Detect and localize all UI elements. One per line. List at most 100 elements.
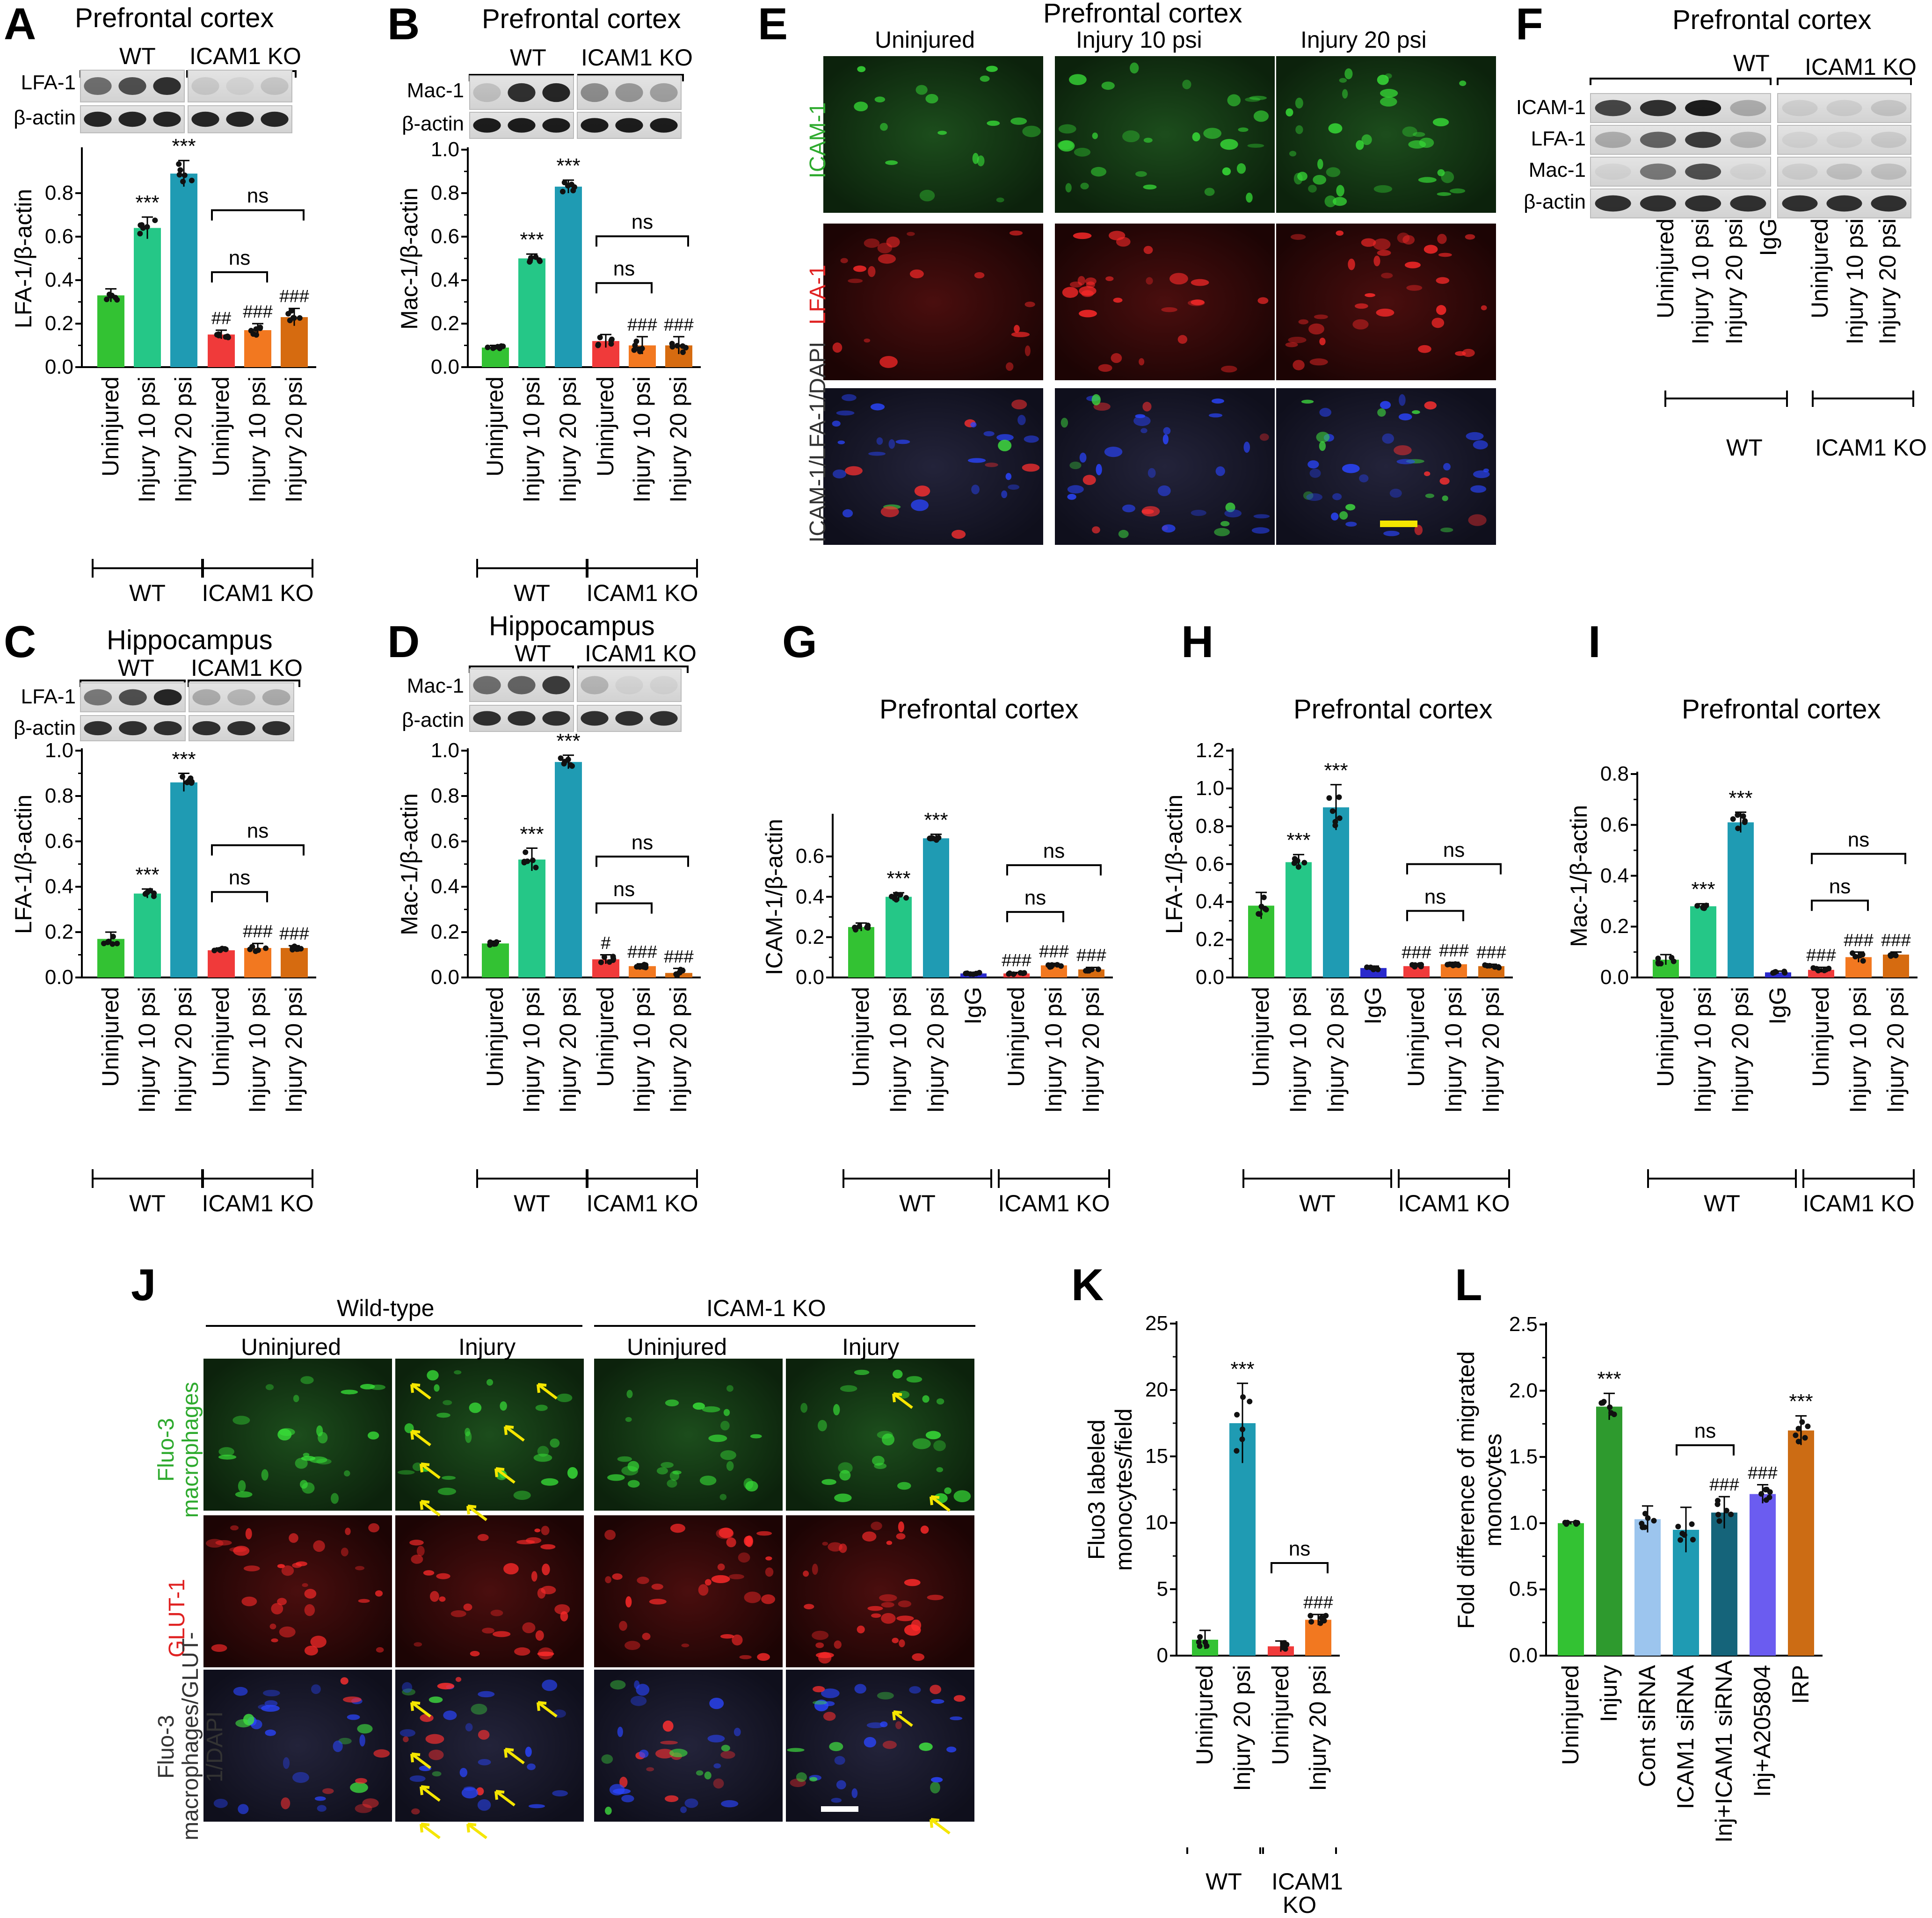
panel-f-mac1-ko-strip bbox=[1777, 157, 1911, 187]
panel-j-r2-c2-signal bbox=[503, 1563, 519, 1575]
panel-j-r2-c2-signal bbox=[416, 1546, 425, 1556]
panel-e-r1-c1-signal bbox=[977, 155, 985, 166]
panel-j-r3-c3-signal bbox=[684, 1798, 698, 1808]
chart-c-data-point bbox=[105, 939, 111, 945]
chart-g-ns-bracket bbox=[1006, 864, 1102, 876]
panel-j-arrow bbox=[410, 1430, 431, 1447]
panel-j-r3-c1-signal bbox=[322, 1788, 334, 1794]
panel-j-r3-c3-signal bbox=[664, 1795, 679, 1802]
chart-k-ns-bracket bbox=[1271, 1562, 1329, 1573]
panel-f-bracket-ko bbox=[1777, 78, 1912, 85]
chart-i-data-point bbox=[1655, 955, 1661, 962]
chart-k-data-point bbox=[1281, 1640, 1287, 1646]
panel-e-r1-c3-signal bbox=[1344, 68, 1353, 80]
panel-c-lfa1-ko-band bbox=[192, 689, 221, 706]
panel-e-r2-c1-signal bbox=[1009, 230, 1023, 236]
panel-j-r3-c3-signal bbox=[734, 1728, 741, 1737]
panel-j-r1-c3-signal bbox=[750, 1434, 762, 1439]
panel-e-r1-c3-signal bbox=[1313, 174, 1326, 185]
panel-j-r2-c4-signal bbox=[815, 1642, 824, 1648]
panel-d-mac1-wt-band bbox=[542, 676, 570, 695]
panel-e-r2-c2-signal bbox=[1081, 290, 1094, 297]
figure-canvas bbox=[75, 56, 1917, 1854]
panel-j-r2-c1-signal bbox=[230, 1525, 239, 1531]
panel-j-r3-c1-signal bbox=[314, 1796, 326, 1801]
panel-e-r3-c3-signal bbox=[1301, 399, 1314, 404]
panel-c-actin-ko-band bbox=[262, 721, 291, 736]
chart-b-bar bbox=[482, 347, 509, 367]
panel-e-r3-c3-signal bbox=[1470, 485, 1487, 493]
panel-j-r3-c2-signal bbox=[432, 1771, 442, 1777]
panel-j-r2-c3-signal bbox=[719, 1527, 734, 1538]
chart-i-ns-bracket bbox=[1811, 853, 1906, 864]
panel-e-r2-c2-signal bbox=[1146, 277, 1153, 285]
panel-b-actin-wt-band bbox=[542, 118, 570, 133]
chart-h-data-point bbox=[1291, 860, 1297, 866]
chart-c-data-point bbox=[263, 945, 269, 951]
panel-j-r2-c3-signal bbox=[605, 1576, 611, 1584]
panel-j-r2-c4-signal bbox=[857, 1625, 865, 1634]
panel-f-actin-wt-band bbox=[1730, 195, 1766, 212]
panel-e-r3-c2-signal bbox=[1079, 452, 1087, 463]
panel-f-lfa1-wt-strip bbox=[1590, 125, 1771, 155]
panel-e-r1-c3-signal bbox=[1361, 134, 1372, 145]
panel-e-r1-c2-signal bbox=[1249, 95, 1267, 101]
panel-j-r2-c1-signal bbox=[292, 1563, 302, 1568]
panel-e-r2-c2-signal bbox=[1177, 335, 1188, 344]
panel-e-r3-c3-signal bbox=[1396, 459, 1415, 464]
panel-j-r2-c1-signal bbox=[304, 1604, 315, 1616]
panel-f-lfa1-ko-band bbox=[1826, 131, 1862, 148]
panel-j-r1-c2-signal bbox=[436, 1412, 450, 1418]
chart-c-data-point bbox=[147, 888, 153, 894]
panel-j-r3-c3-signal bbox=[610, 1680, 626, 1690]
chart-i-group-bracket bbox=[1802, 1169, 1915, 1188]
chart-a-data-point bbox=[297, 315, 303, 321]
panel-j-r3-c4-signal bbox=[831, 1798, 842, 1803]
panel-e-r2-c1-signal bbox=[864, 338, 871, 343]
chart-g-bar bbox=[886, 897, 912, 977]
panel-j-r1-c1-signal bbox=[218, 1447, 234, 1456]
panel-j-r1-c1-image bbox=[203, 1359, 392, 1511]
panel-e-r1-c3-signal bbox=[1418, 177, 1437, 183]
panel-e-r3-c1-signal bbox=[971, 485, 980, 494]
panel-j-arrow bbox=[410, 1752, 431, 1769]
panel-e-r2-c3-signal bbox=[1348, 258, 1355, 270]
panel-j-r3-c2-signal bbox=[437, 1683, 455, 1690]
panel-j-r2-c4-signal bbox=[881, 1602, 894, 1608]
panel-j-r3-c3-signal bbox=[639, 1750, 649, 1758]
panel-e-r3-c3-signal bbox=[1319, 408, 1332, 417]
panel-d-actin-ko-band bbox=[650, 711, 678, 726]
panel-e-r2-c3-signal bbox=[1365, 293, 1375, 297]
panel-b-mac1-wt-band bbox=[508, 83, 536, 102]
panel-e-r3-c3-signal bbox=[1345, 521, 1357, 527]
panel-e-r3-c2-signal bbox=[1092, 526, 1100, 534]
panel-j-r2-c2-signal bbox=[540, 1544, 556, 1549]
panel-e-r3-c2-signal bbox=[1141, 506, 1160, 517]
panel-j-arrow bbox=[930, 1818, 951, 1835]
panel-e-r1-c2-signal bbox=[1245, 97, 1261, 102]
panel-j-r2-c2-signal bbox=[535, 1630, 544, 1641]
chart-b-data-point bbox=[537, 258, 543, 264]
panel-e-r3-c3-signal bbox=[1316, 432, 1330, 443]
chart-l-data-point bbox=[1802, 1435, 1808, 1441]
panel-f-mac1-wt-strip bbox=[1590, 157, 1771, 187]
chart-k-data-point bbox=[1240, 1394, 1246, 1400]
chart-c-group-bracket bbox=[202, 1169, 313, 1188]
panel-j-r3-c1-signal bbox=[243, 1714, 254, 1725]
panel-e-r1-c2-signal bbox=[1090, 166, 1107, 177]
chart-a-data-point bbox=[248, 328, 254, 334]
panel-j-r1-c2-signal bbox=[513, 1491, 531, 1500]
panel-e-r2-c2-signal bbox=[1113, 297, 1123, 303]
chart-k-group-label: ICAM1 KO bbox=[1271, 1868, 1343, 1918]
panel-e-r1-c3-signal bbox=[1413, 132, 1425, 137]
panel-j-r3-c1-signal bbox=[233, 1686, 248, 1696]
panel-e-r2-c2-signal bbox=[1169, 273, 1188, 285]
chart-b-data-point bbox=[597, 334, 603, 340]
chart-a-data-point bbox=[180, 179, 186, 185]
chart-b-data-point bbox=[485, 344, 491, 350]
panel-j-r3-c2-signal bbox=[409, 1775, 426, 1782]
panel-j-r1-c4-signal bbox=[854, 1369, 870, 1375]
chart-h-data-point bbox=[1332, 823, 1338, 829]
panel-f-mac1-wt-band bbox=[1730, 163, 1766, 180]
panel-e-r3-c2-signal bbox=[1091, 394, 1101, 405]
